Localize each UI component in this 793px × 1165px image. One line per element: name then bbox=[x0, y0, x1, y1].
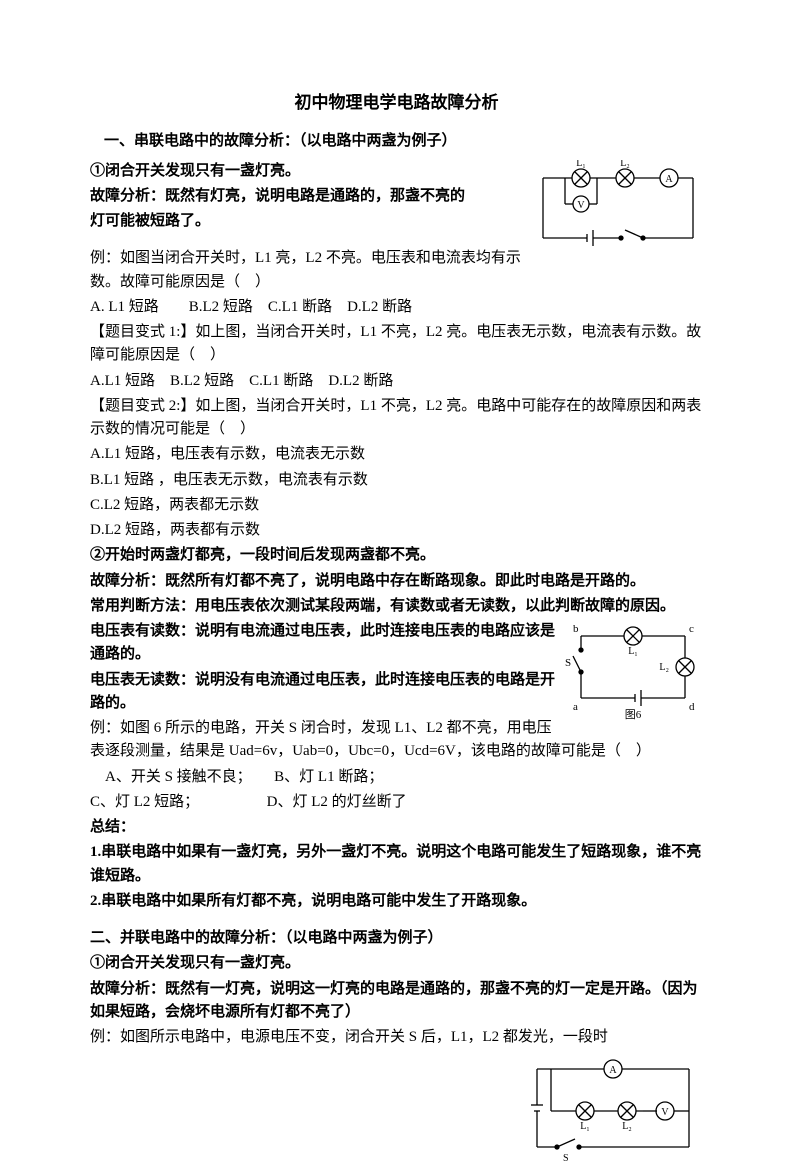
fig2-node-b: b bbox=[573, 623, 579, 635]
s1-method: 常用判断方法：用电压表依次测试某段两端，有读数或者无读数，以此判断故障的原因。 bbox=[90, 595, 703, 618]
section2-heading: 二、并联电路中的故障分析：（以电路中两盏为例子） bbox=[90, 927, 703, 950]
fig1-l1-label: L₁ bbox=[576, 160, 586, 169]
fig3-voltmeter-label: V bbox=[661, 1107, 669, 1118]
s1-example2-optCD: C、灯 L2 短路； D、灯 L2 的灯丝断了 bbox=[90, 791, 703, 814]
fig2-node-a: a bbox=[573, 701, 578, 713]
s1-variant1-options: A.L1 短路 B.L2 短路 C.L1 断路 D.L2 断路 bbox=[90, 370, 703, 393]
s1-example1-options: A. L1 短路 B.L2 短路 C.L1 断路 D.L2 断路 bbox=[90, 296, 703, 319]
s1-variant2-optB: B.L1 短路 ，电压表无示数，电流表有示数 bbox=[90, 469, 703, 492]
circuit-figure-1: L₁ L₂ A V bbox=[533, 160, 703, 260]
fig2-caption: 图6 bbox=[625, 708, 642, 721]
page-title: 初中物理电学电路故障分析 bbox=[90, 90, 703, 116]
s1-variant2-optD: D.L2 短路，两表都有示数 bbox=[90, 519, 703, 542]
s1-variant2-optA: A.L1 短路，电压表有示数，电流表无示数 bbox=[90, 443, 703, 466]
fig3-switch-label: S bbox=[563, 1153, 569, 1164]
fig2-node-c: c bbox=[689, 623, 694, 635]
fig3-ammeter-label: A bbox=[609, 1065, 617, 1076]
fig2-l2-label: L₂ bbox=[659, 662, 669, 673]
s1-point2: ②开始时两盏灯都亮，一段时间后发现两盏都不亮。 bbox=[90, 544, 703, 567]
s2-analysis1: 故障分析：既然有一灯亮，说明这一灯亮的电路是通路的，那盏不亮的灯一定是开路。（因… bbox=[90, 978, 703, 1025]
s1-analysis2: 故障分析：既然所有灯都不亮了，说明电路中存在断路现象。即此时电路是开路的。 bbox=[90, 570, 703, 593]
fig1-l2-label: L₂ bbox=[620, 160, 630, 169]
circuit-figure-3: A V L₁ L₂ S bbox=[523, 1055, 703, 1165]
s1-variant2-optC: C.L2 短路，两表都无示数 bbox=[90, 494, 703, 517]
s2-point1: ①闭合开关发现只有一盏灯亮。 bbox=[90, 952, 703, 975]
ammeter-icon: A bbox=[665, 174, 673, 185]
summary-1: 1.串联电路中如果有一盏灯亮，另外一盏灯不亮。说明这个电路可能发生了短路现象，谁… bbox=[90, 841, 703, 888]
fig3-l2-label: L₂ bbox=[622, 1121, 632, 1132]
circuit-figure-2: b c a d L₁ L₂ S 图6 bbox=[563, 620, 703, 730]
summary-2: 2.串联电路中如果所有灯都不亮，说明电路可能中发生了开路现象。 bbox=[90, 890, 703, 913]
s2-example1: 例：如图所示电路中，电源电压不变，闭合开关 S 后，L1，L2 都发光，一段时 bbox=[90, 1026, 703, 1049]
fig2-l1-label: L₁ bbox=[628, 646, 638, 657]
s1-example2-optAB: A、开关 S 接触不良； B、灯 L1 断路； bbox=[90, 766, 703, 789]
fig2-switch-label: S bbox=[565, 657, 571, 669]
s1-variant1: 【题目变式 1:】如上图，当闭合开关时，L1 不亮，L2 亮。电压表无示数，电流… bbox=[90, 321, 703, 368]
fig2-node-d: d bbox=[689, 701, 695, 713]
s1-variant2: 【题目变式 2:】如上图，当闭合开关时，L1 不亮，L2 亮。电路中可能存在的故… bbox=[90, 395, 703, 442]
voltmeter-icon: V bbox=[577, 200, 585, 211]
summary-head: 总结： bbox=[90, 816, 703, 839]
fig3-l1-label: L₁ bbox=[580, 1121, 590, 1132]
section1-heading: 一、串联电路中的故障分析：（以电路中两盏为例子） bbox=[104, 130, 703, 153]
document-page: 初中物理电学电路故障分析 一、串联电路中的故障分析：（以电路中两盏为例子） bbox=[0, 0, 793, 1165]
